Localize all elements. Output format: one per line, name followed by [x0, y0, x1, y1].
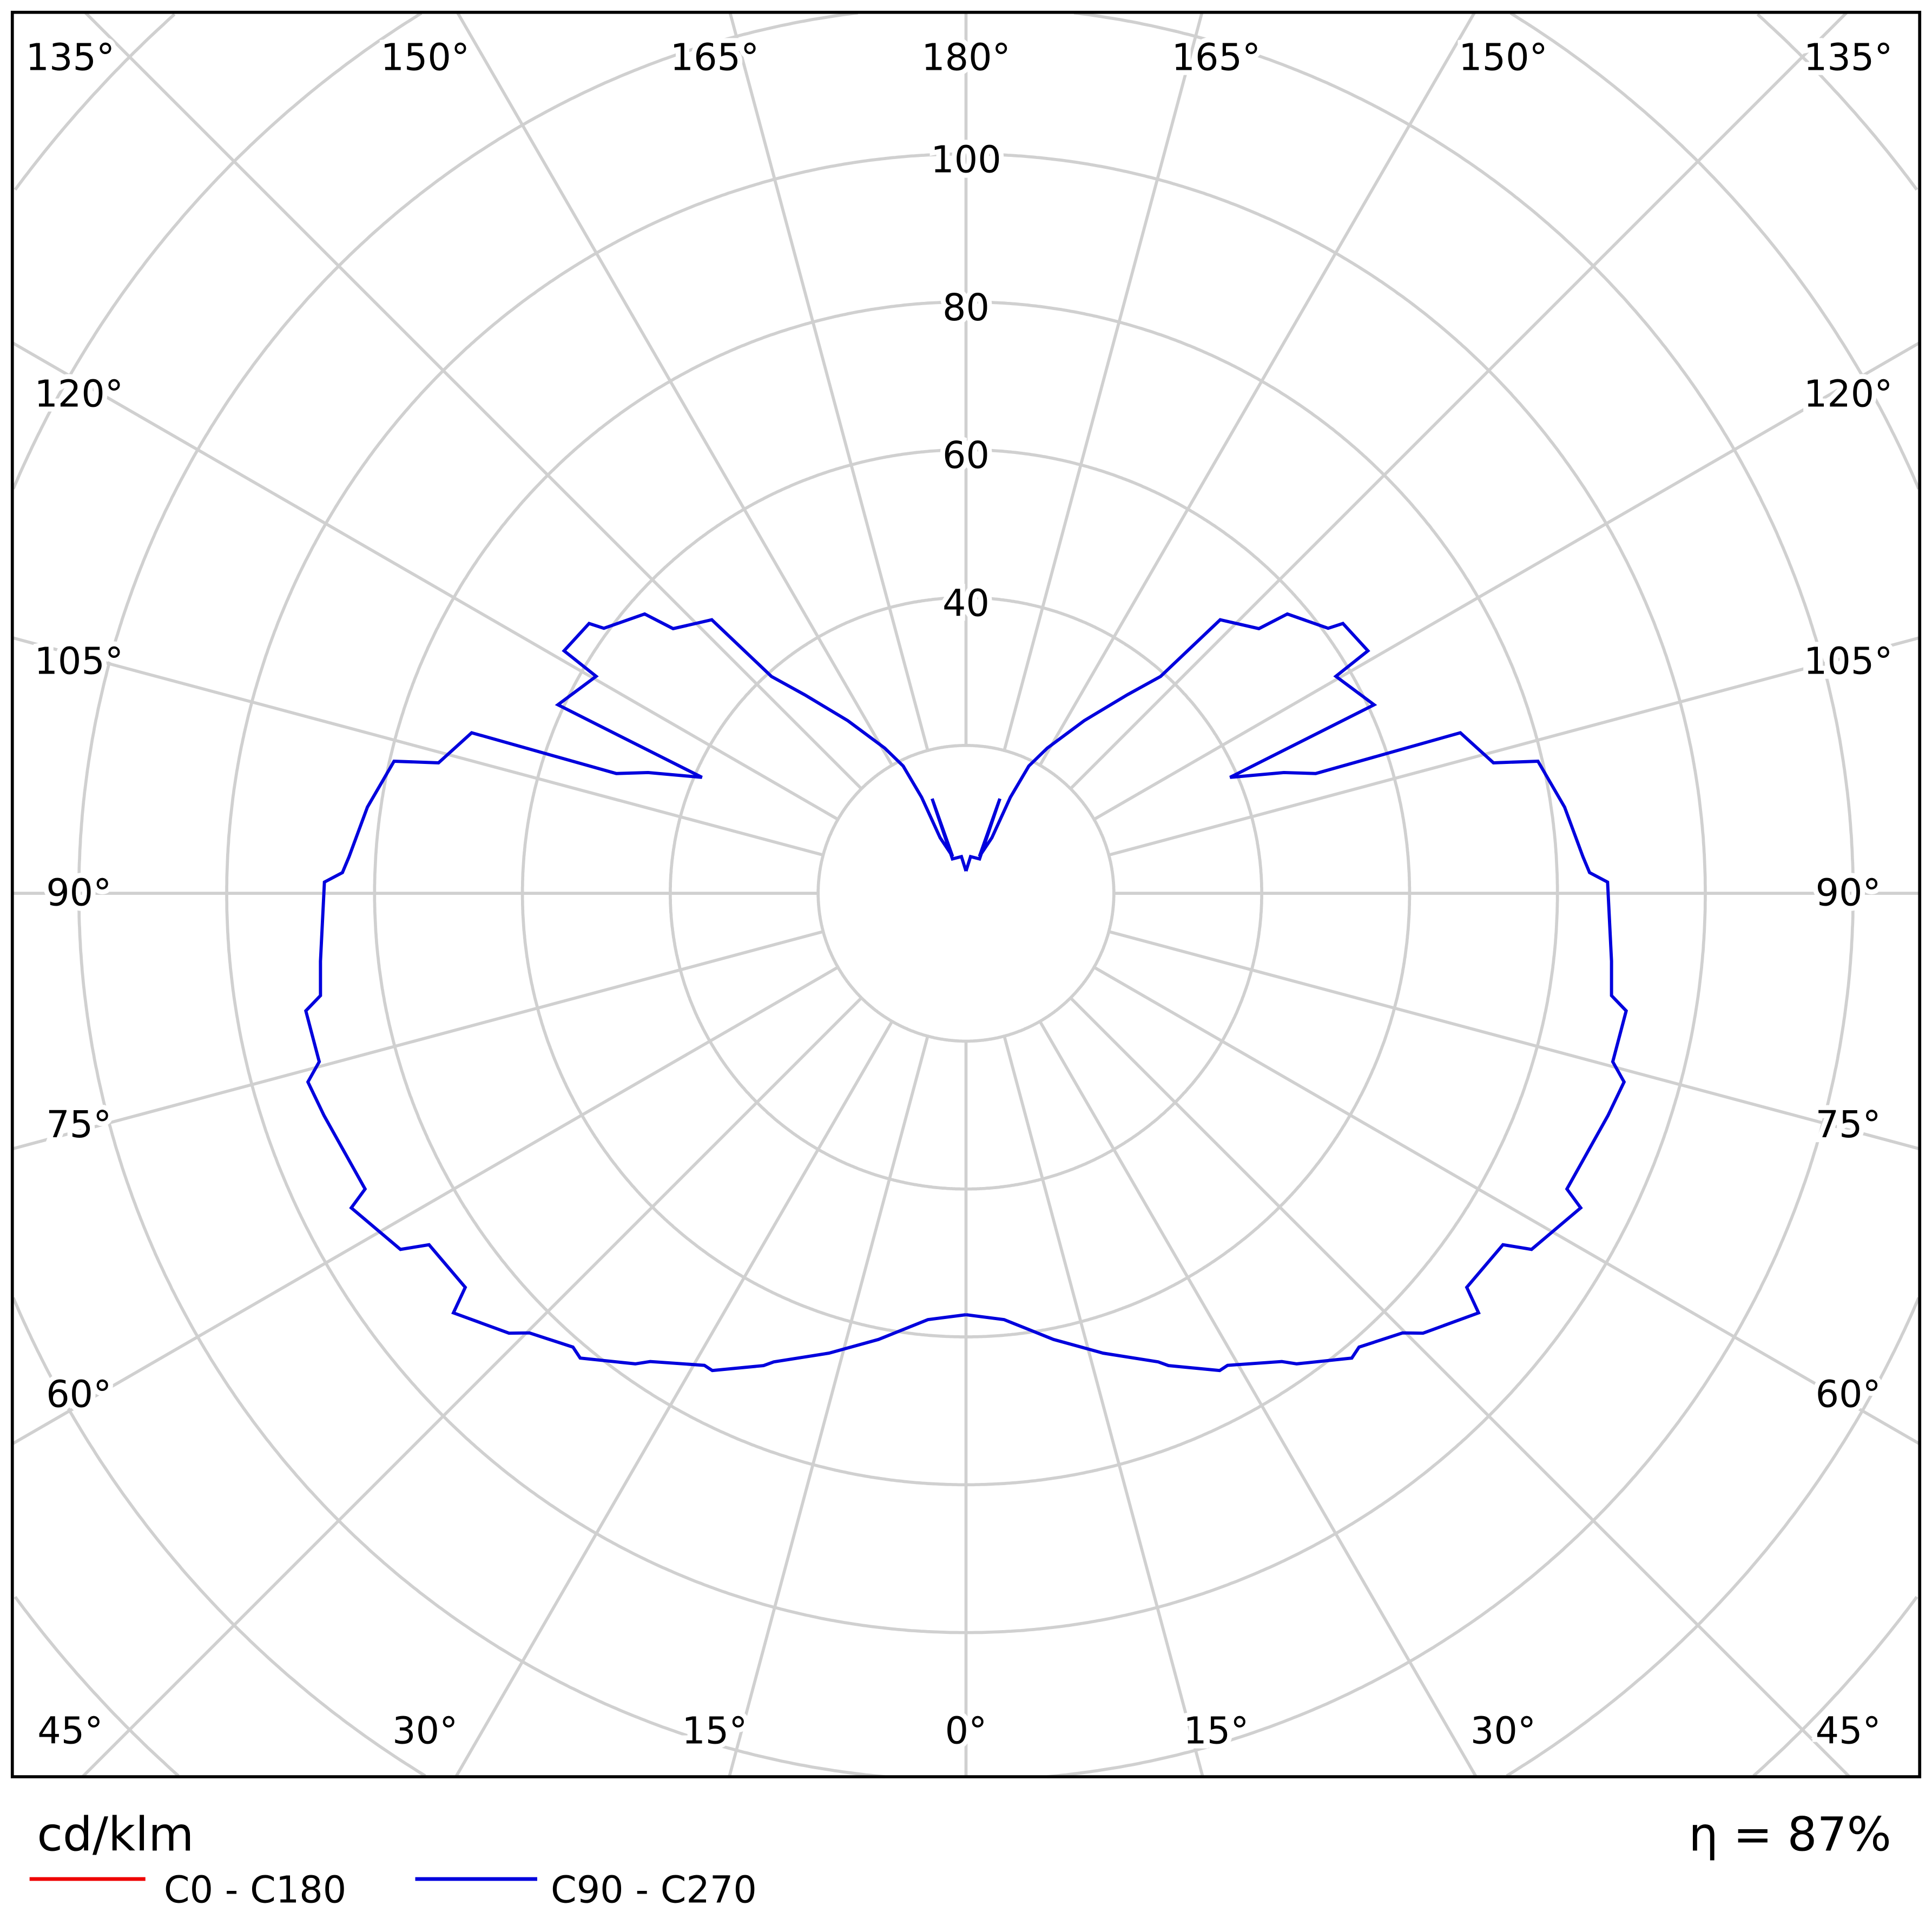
angle-label-right: 90°: [1816, 872, 1881, 915]
grid-circle-160: [14, 1595, 180, 1777]
grid-spoke-105: [1108, 636, 1920, 857]
grid-circle-160: [14, 13, 176, 191]
angle-label-top: 150°: [1459, 37, 1548, 80]
angle-label-right: 75°: [1816, 1104, 1881, 1146]
angle-label-top: 135°: [1804, 37, 1893, 80]
angle-label-left: 60°: [46, 1374, 111, 1416]
radial-tick-label: 40: [942, 582, 990, 625]
grid-spoke-45: [1069, 997, 1851, 1778]
grid-spoke-255: [12, 636, 824, 857]
grid-spoke-345: [728, 1036, 929, 1777]
grid-spoke-225: [84, 11, 863, 790]
legend-label-c90-c270: C90 - C270: [551, 1869, 757, 1911]
unit-label: cd/klm: [37, 1808, 194, 1862]
grid-circle-140: [1509, 11, 1921, 490]
grid-spoke-240: [11, 341, 839, 821]
grid-circle-160: [1756, 13, 1918, 191]
angle-label-left: 105°: [34, 640, 123, 683]
angle-label-top: 180°: [921, 37, 1011, 80]
radial-tick-label: 60: [942, 434, 990, 477]
legend-label-c0-c180: C0 - C180: [164, 1869, 346, 1911]
grid-circle-120: [1047, 893, 1855, 1778]
grid-spoke-120: [1093, 341, 1921, 821]
grid-spoke-165: [1003, 12, 1204, 751]
radial-tick-label: 80: [942, 287, 990, 329]
grid-spoke-210: [456, 11, 894, 766]
angle-labels: 135° 150° 165° 180° 165° 150° 135° 45° 30° 15° 0° 1…: [21, 31, 1897, 1757]
grid-spoke-135: [1069, 11, 1848, 790]
angle-label-top: 165°: [1172, 37, 1261, 80]
grid-circle-140: [1506, 1297, 1921, 1777]
radial-tick-label: 100: [931, 139, 1001, 182]
angle-label-bottom: 15°: [682, 1710, 747, 1752]
angle-label-top: 135°: [26, 37, 115, 80]
angle-label-left: 120°: [34, 373, 123, 416]
angle-label-right: 60°: [1816, 1374, 1881, 1416]
angle-label-bottom: 45°: [37, 1710, 103, 1752]
angle-label-bottom: 30°: [1471, 1710, 1536, 1752]
grid-spoke-30: [1038, 1020, 1478, 1778]
angle-label-bottom: 15°: [1183, 1710, 1249, 1752]
angle-label-right: 120°: [1804, 373, 1893, 416]
grid-circle-140: [11, 11, 423, 490]
grid-spoke-285: [12, 930, 824, 1151]
angle-label-top: 150°: [380, 37, 470, 80]
angle-label-left: 75°: [46, 1104, 111, 1146]
grid-spoke-330: [454, 1020, 894, 1778]
series-layer: [304, 612, 1628, 1373]
angle-label-bottom: 0°: [945, 1710, 987, 1752]
angle-label-right: 105°: [1804, 640, 1893, 683]
grid-circle-120: [77, 11, 885, 1778]
grid-circle-140: [11, 1297, 426, 1777]
polar-grid: [11, 11, 1921, 1778]
grid-spoke-150: [1038, 11, 1476, 766]
angle-label-left: 90°: [46, 872, 111, 915]
radial-labels: 40 60 80 100: [926, 134, 1006, 630]
plot-frame: [10, 10, 1922, 1778]
efficiency-label: η = 87%: [1689, 1808, 1891, 1862]
angle-label-top: 165°: [670, 37, 760, 80]
grid-spoke-60: [1093, 966, 1921, 1446]
series-line-c90-c270-left: [304, 612, 968, 1373]
grid-spoke-75: [1108, 930, 1920, 1151]
grid-spoke-15: [1003, 1036, 1204, 1777]
angle-label-bottom: 45°: [1816, 1710, 1881, 1752]
series-line-c90-c270-right: [964, 612, 1628, 1373]
grid-spoke-300: [11, 966, 839, 1446]
angle-label-bottom: 30°: [392, 1710, 458, 1752]
grid-circle-160: [1752, 1595, 1918, 1777]
grid-spoke-315: [81, 997, 863, 1778]
grid-circle-120: [1073, 11, 1855, 894]
grid-spoke-195: [728, 12, 929, 751]
